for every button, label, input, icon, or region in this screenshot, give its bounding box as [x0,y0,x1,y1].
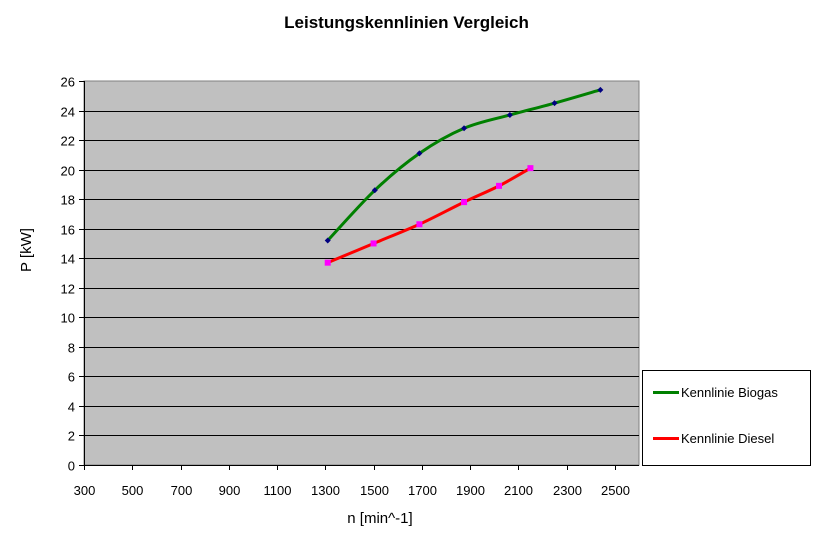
legend-item-diesel: Kennlinie Diesel [653,431,774,446]
data-point-marker [551,100,558,107]
x-axis-label: n [min^-1] [347,510,413,527]
y-tick-label: 0 [68,459,75,474]
chart-title: Leistungskennlinien Vergleich [284,13,529,32]
data-point-marker [496,182,503,189]
x-tick-label: 1300 [311,483,340,498]
x-tick-label: 1900 [456,483,485,498]
data-point-marker [506,111,513,118]
y-tick-label: 10 [61,311,75,326]
y-tick-label: 12 [61,282,75,297]
legend-swatch-diesel [653,437,679,440]
y-tick-label: 4 [68,400,75,415]
y-tick-label: 22 [61,134,75,149]
x-tick-label: 1100 [264,483,292,498]
x-tick-label: 900 [219,483,241,498]
y-axis-label: P [kW] [18,228,35,272]
y-tick-label: 2 [68,429,75,444]
data-point-marker [416,150,423,157]
data-point-marker [461,199,468,206]
legend-label-biogas: Kennlinie Biogas [681,385,778,400]
y-tick-label: 14 [61,252,75,267]
y-tick-label: 26 [61,75,75,90]
data-point-marker [461,125,468,132]
y-tick-label: 16 [61,223,75,238]
x-tick-label: 2300 [553,483,582,498]
x-tick-label: 300 [74,483,96,498]
x-tick-label: 1700 [408,483,437,498]
legend-item-biogas: Kennlinie Biogas [653,385,778,400]
legend-swatch-biogas [653,391,679,394]
data-point-marker [416,221,423,228]
x-tick-label: 2500 [601,483,630,498]
data-point-marker [597,86,604,93]
data-point-marker [370,240,377,247]
legend-label-diesel: Kennlinie Diesel [681,431,775,446]
y-tick-label: 8 [68,341,75,356]
data-point-marker [527,165,534,172]
data-point-marker [324,237,331,244]
y-tick-label: 24 [61,105,75,120]
x-tick-label: 500 [122,483,144,498]
data-point-marker [324,259,331,266]
legend: Kennlinie Biogas Kennlinie Diesel [642,370,811,466]
x-tick-label: 2100 [504,483,533,498]
y-tick-label: 6 [68,370,75,385]
x-tick-label: 1500 [360,483,389,498]
data-point-marker [371,187,378,194]
x-tick-label: 700 [171,483,193,498]
y-tick-label: 20 [61,164,75,179]
plot-area [83,80,640,466]
y-tick-label: 18 [61,193,75,208]
